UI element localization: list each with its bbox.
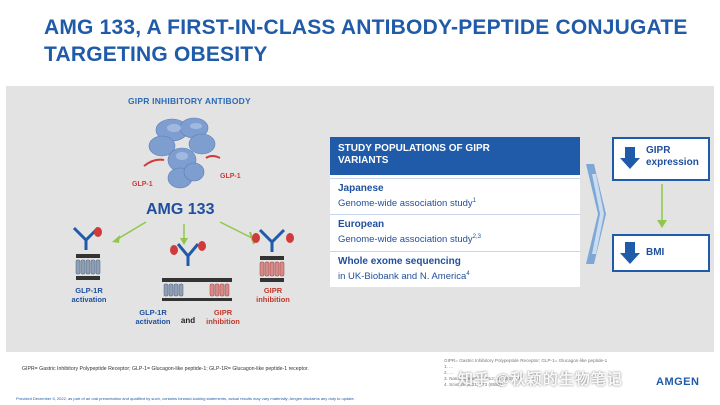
antibody-illustration: [143, 117, 221, 189]
receptor2-caption: GLP-1R activation: [135, 308, 171, 326]
row-title: Japanese: [338, 183, 384, 194]
combined-receptor-icon: [162, 241, 232, 301]
row-title: Whole exome sequencing: [338, 256, 461, 267]
table-row: European Genome-wide association study2,…: [330, 214, 580, 248]
outcome-arrow: [657, 184, 667, 228]
disclaimer-line: Provided December 5, 2022, as part of an…: [16, 396, 355, 401]
gipr-receptor-icon: [252, 228, 294, 282]
mechanism-arrows: [112, 221, 255, 245]
glp1-label-left: GLP-1: [132, 181, 153, 188]
row-subtitle: Genome-wide association study2,3: [338, 234, 481, 246]
and-label: and: [180, 316, 196, 325]
slide-frame: AMG 133, A FIRST-IN-CLASS ANTIBODY-PEPTI…: [6, 0, 714, 405]
receptor4-caption: GIPR inhibition: [256, 286, 290, 304]
title-line-2: TARGETING OBESITY: [44, 43, 268, 66]
drug-name: AMG 133: [146, 201, 215, 218]
row-subtitle: Genome-wide association study1: [338, 198, 476, 210]
abbreviations-footnote: GIPR= Gastric Inhibitory Polypeptide Rec…: [22, 366, 309, 372]
glp1-label-right: GLP-1: [220, 173, 241, 180]
gipr-expression-box: GIPR expression: [612, 137, 710, 181]
row-title: European: [338, 219, 385, 230]
receptor1-caption: GLP-1R activation: [71, 286, 107, 304]
title-line-1: AMG 133, A FIRST-IN-CLASS ANTIBODY-PEPTI…: [44, 16, 688, 39]
receptor3-caption: GIPR inhibition: [206, 308, 240, 326]
watermark: 知乎 @秋颖的生物笔记: [458, 371, 623, 388]
chevron-right-icon: [586, 164, 606, 264]
bmi-box: BMI: [612, 234, 710, 272]
antibody-header: GIPR INHIBITORY ANTIBODY: [128, 96, 251, 106]
outcome-bmi-label: BMI: [646, 247, 665, 258]
slide-title: AMG 133, A FIRST-IN-CLASS ANTIBODY-PEPTI…: [44, 14, 704, 68]
references: GIPR= Gastric Inhibitory Polypeptide Rec…: [444, 358, 608, 387]
study-populations-table: STUDY POPULATIONS OF GIPR VARIANTS Japan…: [330, 137, 580, 287]
outcome-top-label: GIPR expression: [646, 145, 699, 168]
table-header: STUDY POPULATIONS OF GIPR VARIANTS: [330, 137, 580, 175]
amgen-logo: AMGEN: [656, 376, 700, 388]
arrow-down-icon: [620, 242, 640, 264]
arrow-down-icon: [620, 147, 640, 169]
table-row: Whole exome sequencing in UK-Biobank and…: [330, 251, 580, 287]
glp1r-receptor-icon: [72, 226, 102, 280]
table-row: Japanese Genome-wide association study1: [330, 178, 580, 211]
row-subtitle: in UK-Biobank and N. America4: [338, 271, 470, 283]
